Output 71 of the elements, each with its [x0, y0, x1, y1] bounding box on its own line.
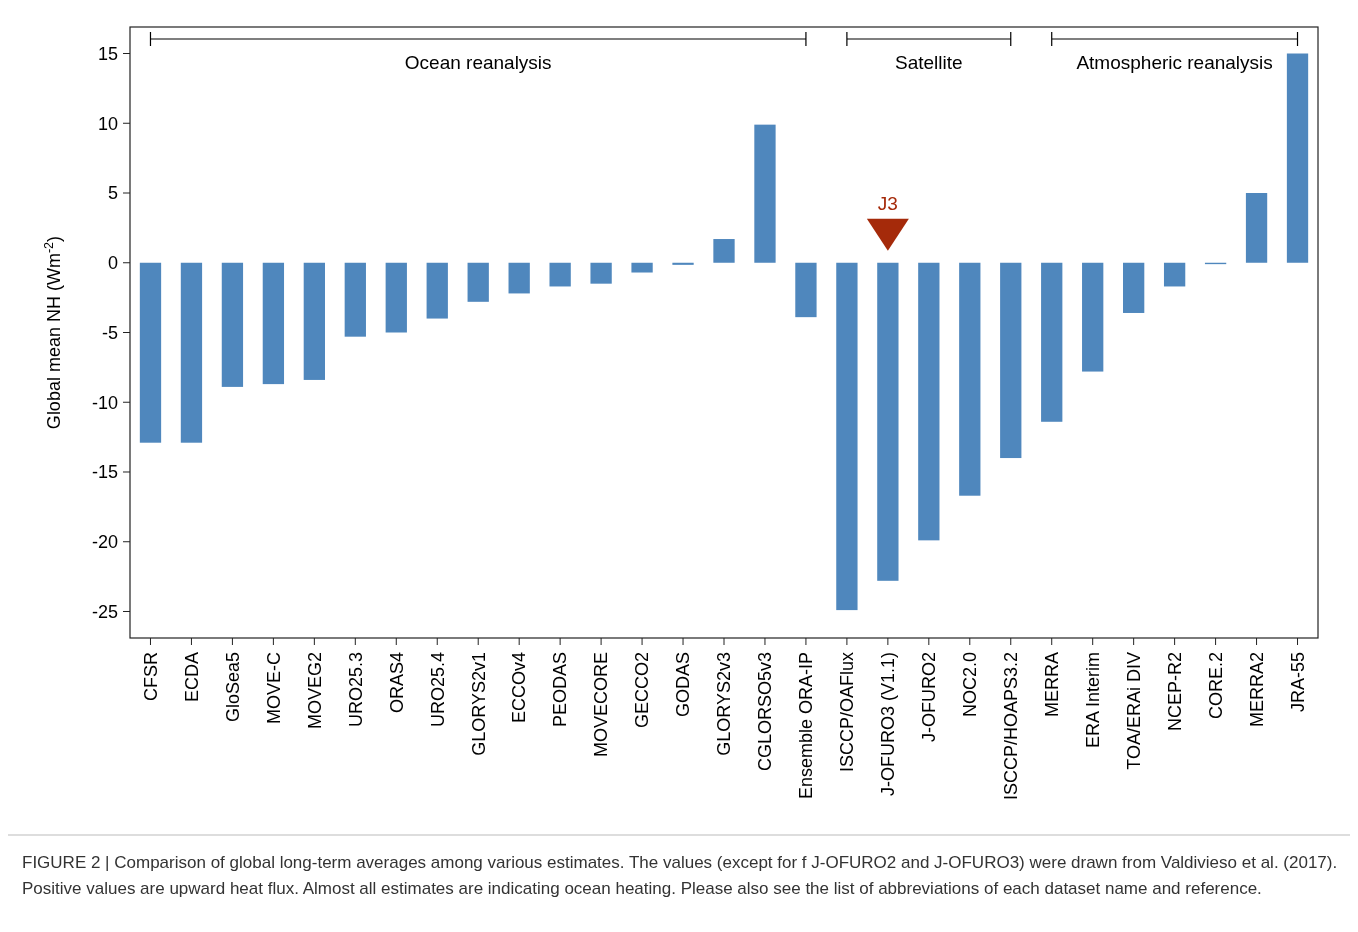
x-tick-label: J-OFURO2	[919, 652, 940, 742]
bar	[1163, 262, 1186, 287]
y-tick-label: -25	[91, 601, 118, 622]
x-tick-label: GloSea5	[222, 652, 243, 723]
bar	[1123, 262, 1145, 313]
x-tick-label: JRA-55	[1287, 652, 1308, 713]
x-tick-label: GECCO2	[632, 652, 653, 729]
x-tick-label: ISCCP/OAFlux	[837, 652, 858, 773]
bar	[467, 262, 489, 302]
bar	[426, 262, 448, 319]
bar	[1041, 262, 1063, 422]
bar	[754, 124, 776, 263]
y-tick-label: -5	[101, 322, 118, 343]
x-tick-label: CORE.2	[1205, 652, 1226, 720]
x-tick-label: CGLORSO5v3	[755, 652, 776, 772]
x-tick-label: MOVEG2	[304, 652, 325, 730]
bar	[344, 262, 366, 337]
bar	[303, 262, 325, 380]
bar	[672, 262, 694, 265]
bar	[795, 262, 817, 318]
x-tick-label: NCEP-R2	[1164, 652, 1185, 732]
x-tick-label: ERA Interim	[1082, 652, 1103, 749]
x-tick-label: MOVECORE	[591, 652, 612, 758]
bar	[221, 262, 244, 387]
bar	[262, 262, 285, 385]
bar	[713, 239, 735, 263]
bar	[1082, 262, 1104, 372]
caption: FIGURE 2 | Comparison of global long-term averages among various estimates. The values (except for f J-OFURO2 and J-OFURO3) were drawn from Valdivieso et al. (2017). Positive values are upward heat flux. Almost all estimates are indicating ocean heating. Please also see the list of abbreviations of each dataset name and reference.	[22, 853, 1338, 898]
x-tick-label: GLORYS2v1	[468, 652, 489, 756]
x-tick-label: MERRA2	[1246, 652, 1267, 728]
x-tick-label: GODAS	[673, 652, 694, 718]
x-tick-label: ISCCP/HOAPS3.2	[1001, 652, 1022, 801]
y-tick-label: 15	[97, 43, 118, 64]
y-tick-label: 10	[97, 113, 118, 134]
bar	[590, 262, 612, 284]
annotation: Satellite	[895, 52, 963, 73]
bar	[508, 262, 530, 294]
x-tick-label: Ensemble ORA-IP	[796, 652, 817, 800]
x-tick-label: GLORYS2v3	[714, 652, 735, 756]
annotation: Ocean reanalysis	[404, 52, 552, 73]
bar	[877, 262, 899, 581]
x-tick-label: URO25.3	[345, 652, 366, 728]
annotation: J3	[877, 192, 898, 214]
bar	[959, 262, 981, 496]
x-tick-label: MERRA	[1042, 652, 1063, 718]
y-tick-label: -20	[91, 532, 118, 553]
x-tick-label: NOC2.0	[960, 652, 981, 718]
bar	[1286, 53, 1309, 263]
x-tick-label: ECDA	[181, 652, 202, 703]
y-tick-label: -15	[91, 462, 118, 483]
y-tick-label: -10	[91, 392, 118, 413]
x-tick-label: URO25.4	[427, 652, 448, 728]
x-tick-label: ECCOv4	[509, 652, 530, 724]
x-tick-label: PEODAS	[550, 652, 571, 728]
bar	[918, 262, 940, 541]
bar	[1000, 262, 1022, 459]
bar	[631, 262, 653, 273]
bar	[385, 262, 407, 333]
y-tick-label: 0	[107, 253, 118, 274]
bar	[139, 262, 162, 443]
y-tick-label: 5	[107, 183, 118, 204]
x-tick-label: J-OFURO3 (V1.1)	[878, 652, 899, 797]
bar	[180, 262, 203, 443]
x-tick-label: CFSR	[140, 652, 161, 701]
bar	[549, 262, 571, 287]
bar	[1245, 193, 1268, 263]
x-tick-label: MOVE-C	[263, 652, 284, 724]
x-tick-label: TOA/ERAi DIV	[1123, 652, 1144, 770]
x-tick-label: ORAS4	[386, 652, 407, 714]
bar	[836, 262, 858, 611]
annotation: Atmospheric reanalysis	[1076, 52, 1273, 73]
